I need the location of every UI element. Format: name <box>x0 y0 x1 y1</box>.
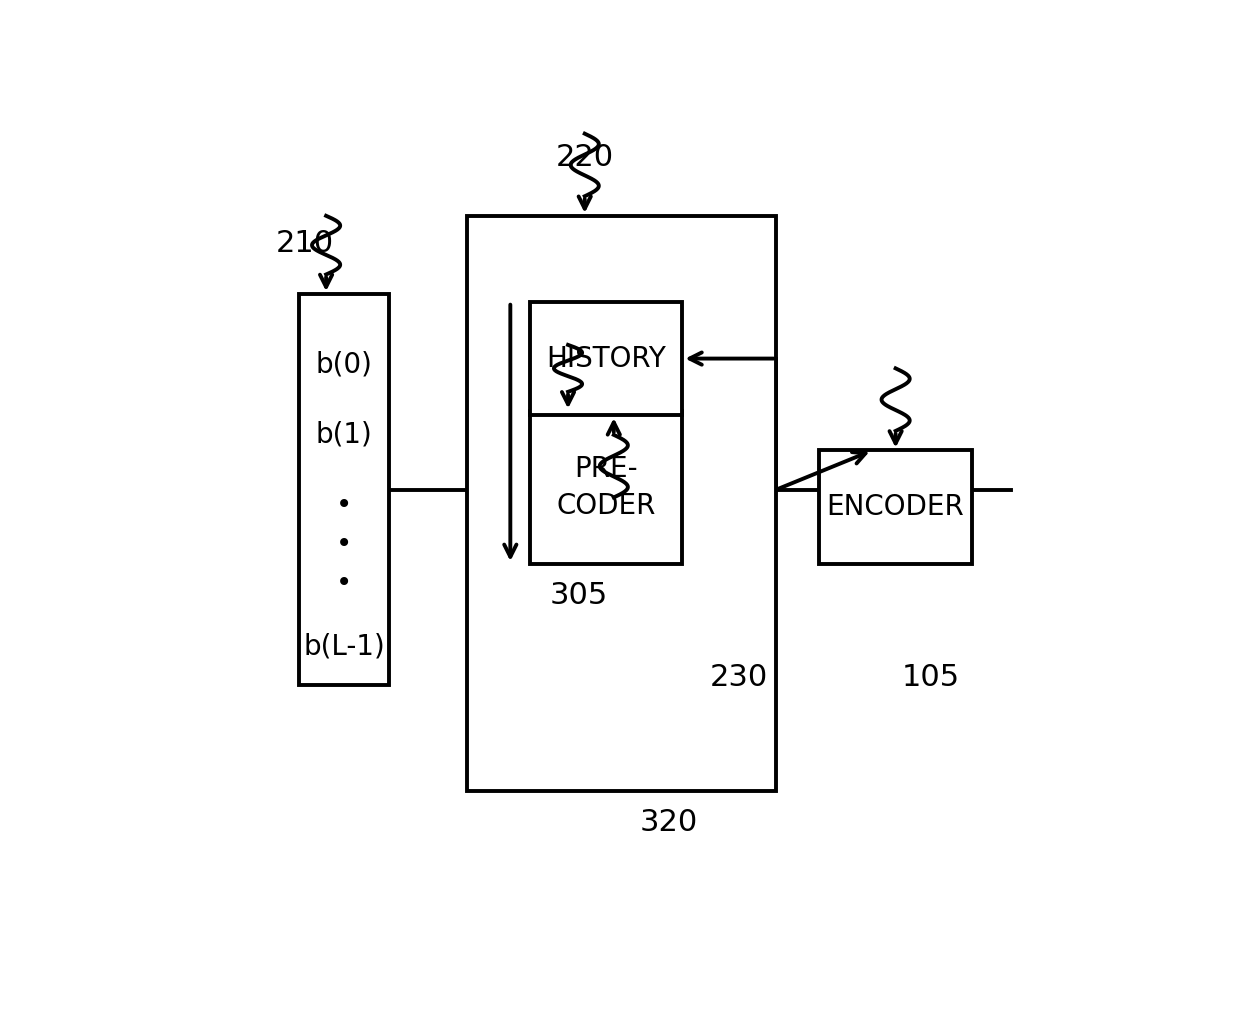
Text: b(1): b(1) <box>316 421 372 449</box>
Text: 230: 230 <box>709 662 768 692</box>
Text: 220: 220 <box>556 142 614 172</box>
Text: 210: 210 <box>275 229 334 258</box>
Text: •: • <box>336 530 352 559</box>
Bar <box>529 411 682 564</box>
Text: b(0): b(0) <box>316 351 372 378</box>
Text: HISTORY: HISTORY <box>547 344 666 373</box>
Bar <box>820 450 972 564</box>
Bar <box>299 294 389 685</box>
Text: 305: 305 <box>549 581 608 610</box>
Text: 105: 105 <box>901 662 960 692</box>
Bar <box>467 215 776 790</box>
Text: PRE-
CODER: PRE- CODER <box>557 455 656 520</box>
Text: 320: 320 <box>640 808 698 836</box>
Text: •: • <box>336 570 352 597</box>
Bar <box>529 302 682 416</box>
Text: b(L-1): b(L-1) <box>304 632 384 660</box>
Text: ENCODER: ENCODER <box>827 493 965 521</box>
Text: •: • <box>336 492 352 519</box>
